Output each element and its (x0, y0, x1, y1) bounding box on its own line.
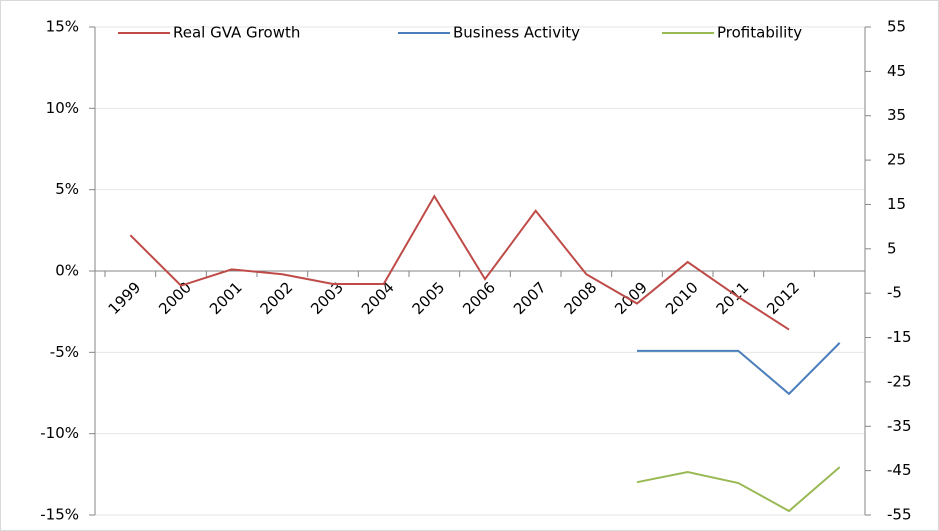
y2-tick-label: -25 (887, 372, 912, 390)
y-tick-label: 0% (55, 262, 79, 280)
y-tick-label: -10% (40, 424, 79, 442)
y2-tick-label: -35 (887, 417, 912, 435)
y-tick-label: -15% (40, 506, 79, 524)
y2-tick-label: -15 (887, 328, 912, 346)
y-tick-label: -5% (50, 343, 79, 361)
y2-tick-label: -45 (887, 461, 912, 479)
legend-label: Profitability (717, 24, 802, 42)
series-line (129, 194, 790, 331)
y2-tick-label: 25 (887, 151, 906, 169)
y2-tick-label: -55 (887, 506, 912, 524)
y-tick-label: 5% (55, 180, 79, 198)
y-tick-label: 15% (46, 18, 79, 36)
y2-tick-label: 55 (887, 18, 906, 36)
y2-tick-label: 15 (887, 195, 906, 213)
series-line (637, 342, 841, 396)
y2-tick-label: 5 (887, 239, 897, 257)
y-tick-label: 10% (46, 99, 79, 117)
legend-label: Real GVA Growth (173, 24, 300, 42)
y2-tick-label: 35 (887, 106, 906, 124)
y2-tick-label: -5 (887, 284, 902, 302)
series-line (636, 466, 841, 513)
y2-tick-label: 45 (887, 62, 906, 80)
legend-label: Business Activity (453, 24, 580, 42)
